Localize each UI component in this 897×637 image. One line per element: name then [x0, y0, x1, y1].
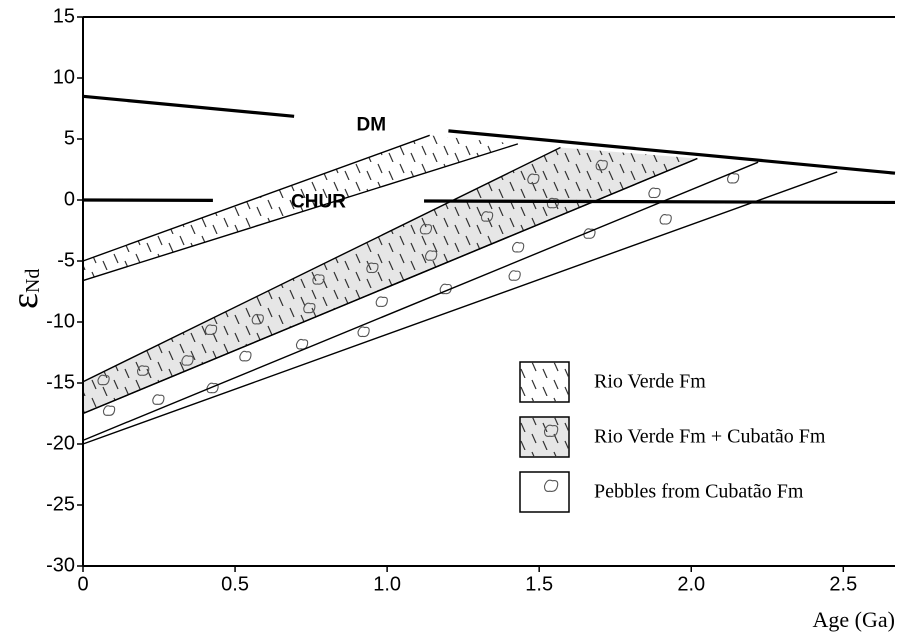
- pebble-symbol: [583, 228, 596, 239]
- y-tick-label: -5: [57, 249, 75, 271]
- y-tick-label: 15: [53, 5, 75, 27]
- reference-line-label: CHUR: [291, 192, 346, 213]
- band-hatch: [83, 135, 518, 281]
- pebble-symbol: [648, 187, 661, 199]
- x-tick-label: 0: [77, 573, 88, 595]
- pebble-symbol: [97, 374, 110, 386]
- band-boundary: [82, 143, 519, 282]
- pebble-symbol: [419, 223, 433, 235]
- x-tick-label: 2.0: [677, 573, 705, 595]
- x-tick-label: 0.5: [221, 573, 249, 595]
- band-boundary: [82, 161, 759, 441]
- band-boundary: [82, 146, 561, 383]
- pebble-symbol: [206, 382, 219, 394]
- x-tick-label: 1.0: [373, 573, 401, 595]
- pebble-symbol: [181, 355, 194, 366]
- pebble-symbol: [204, 324, 218, 335]
- pebble-group: [97, 159, 608, 386]
- y-axis-symbol: ε: [4, 293, 46, 309]
- legend-hatch: [520, 362, 569, 402]
- y-axis-subscript: Nd: [22, 269, 44, 293]
- pebble-symbol: [425, 250, 438, 261]
- band-hatch: [83, 147, 698, 414]
- y-tick-label: -15: [46, 371, 75, 393]
- legend-label: Pebbles from Cubatão Fm: [594, 481, 804, 503]
- pebble-symbol: [102, 405, 116, 416]
- x-axis-label: Age (Ga): [813, 607, 895, 632]
- y-tick-label: 0: [64, 188, 75, 210]
- legend-swatch: [519, 471, 570, 513]
- pebble-symbol: [136, 365, 150, 376]
- pebble-symbol: [543, 424, 559, 437]
- pebble-symbol: [375, 296, 388, 307]
- y-tick-label: -10: [46, 310, 75, 332]
- pebble-symbol: [527, 173, 540, 185]
- reference-line: [82, 94, 896, 175]
- pebble-symbol: [251, 313, 264, 325]
- pebble-symbol: [543, 479, 559, 492]
- band-boundary: [82, 134, 430, 262]
- pebble-symbol: [366, 262, 379, 274]
- pebble-symbol: [152, 394, 165, 405]
- y-tick-label: -30: [46, 554, 75, 576]
- y-tick-label: -25: [46, 493, 75, 515]
- pebble-symbol: [546, 197, 560, 209]
- x-tick-label: 2.5: [829, 573, 857, 595]
- y-axis-label: εNd: [4, 269, 46, 309]
- y-tick-label: 10: [53, 66, 75, 88]
- x-tick-label: 1.5: [525, 573, 553, 595]
- pebble-symbol: [511, 241, 525, 253]
- pebble-symbol: [303, 302, 316, 314]
- pebble-symbol: [595, 159, 608, 171]
- band: [83, 158, 838, 444]
- band-boundary: [82, 171, 838, 445]
- pebble-symbol: [357, 326, 370, 338]
- y-tick-label: 5: [64, 127, 75, 149]
- legend-hatch: [520, 417, 569, 457]
- reference-line-label: DM: [356, 115, 386, 136]
- legend-label: Rio Verde Fm + Cubatão Fm: [594, 426, 826, 448]
- y-tick-label: -20: [46, 432, 75, 454]
- reference-line: [82, 198, 896, 205]
- pebble-group: [102, 172, 740, 416]
- pebble-symbol: [659, 213, 672, 225]
- pebble-symbol: [480, 211, 494, 222]
- pebble-symbol: [295, 338, 309, 350]
- pebble-symbol: [239, 350, 252, 362]
- pebble-symbol: [312, 274, 325, 285]
- legend-label: Rio Verde Fm: [594, 371, 706, 393]
- pebble-symbol: [508, 270, 521, 281]
